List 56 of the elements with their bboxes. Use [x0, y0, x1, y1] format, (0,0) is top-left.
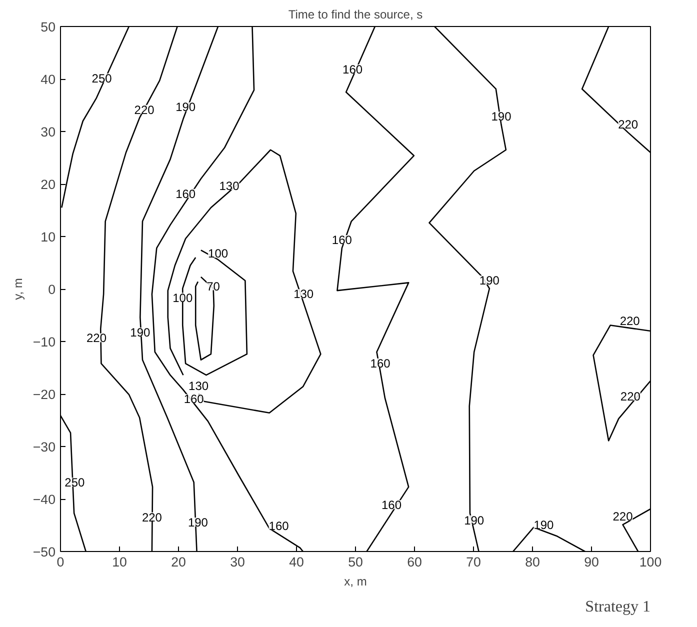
annotation: 220: [86, 331, 107, 346]
annotation: 220: [620, 314, 640, 328]
x-tick-label: 10: [112, 554, 127, 570]
annotation: 220: [620, 390, 641, 404]
y-axis-title: y, m: [10, 278, 25, 300]
y-tick-label: 0: [48, 282, 56, 297]
y-tick-label: 10: [40, 230, 56, 244]
annotation: 160: [342, 62, 363, 76]
text: Strategy 1: [585, 598, 651, 616]
annotation: 130: [219, 178, 240, 193]
annotation: 160: [184, 392, 204, 406]
annotation: 160: [381, 498, 402, 512]
annotation: 70: [206, 279, 220, 294]
annotation: 190: [130, 325, 150, 340]
annotation: 190: [464, 513, 484, 528]
y-tick-label: −40: [32, 492, 56, 507]
x-tick-label: 60: [407, 554, 422, 570]
y-tick-label: −30: [32, 440, 56, 454]
annotation: 100: [208, 246, 228, 261]
annotation: 250: [92, 71, 112, 86]
x-axis-title: x, m: [344, 574, 367, 588]
x-tick-label: 30: [230, 554, 245, 570]
y-tick-label: 50: [40, 20, 56, 34]
annotation: 160: [268, 519, 290, 534]
annotation: 190: [176, 100, 196, 114]
annotation: 220: [612, 510, 634, 524]
y-tick-label: 40: [40, 72, 56, 87]
x-tick-label: 50: [348, 554, 363, 570]
annotation: 130: [294, 287, 314, 302]
annotation: 190: [534, 518, 554, 532]
annotation: 250: [64, 476, 85, 490]
y-tick-label: −20: [32, 387, 56, 402]
x-tick-label: 100: [639, 554, 662, 570]
chart-title: Time to find the source, s: [288, 8, 423, 22]
x-tick-label: 80: [525, 554, 540, 570]
line-series: [167, 149, 322, 414]
annotation: 160: [176, 186, 196, 201]
x-tick-label: 90: [584, 554, 599, 570]
annotation: 220: [134, 102, 155, 117]
annotation: 220: [618, 118, 638, 132]
annotation: 160: [370, 356, 391, 370]
x-tick-label: 20: [171, 554, 186, 570]
annotation: 190: [491, 110, 512, 124]
annotation: 190: [188, 516, 208, 530]
annotation: 160: [332, 233, 352, 248]
x-tick-label: 40: [289, 554, 304, 570]
annotation: 130: [188, 379, 209, 393]
y-tick-label: 30: [40, 124, 56, 140]
y-tick-label: −50: [32, 544, 56, 560]
annotation: 190: [479, 273, 500, 288]
x-tick-label: 70: [466, 554, 481, 570]
annotation: 220: [142, 510, 162, 524]
y-tick-label: 20: [40, 177, 56, 192]
annotation: 100: [172, 290, 193, 305]
y-tick-label: −10: [32, 334, 56, 350]
line-series: [60, 414, 87, 552]
